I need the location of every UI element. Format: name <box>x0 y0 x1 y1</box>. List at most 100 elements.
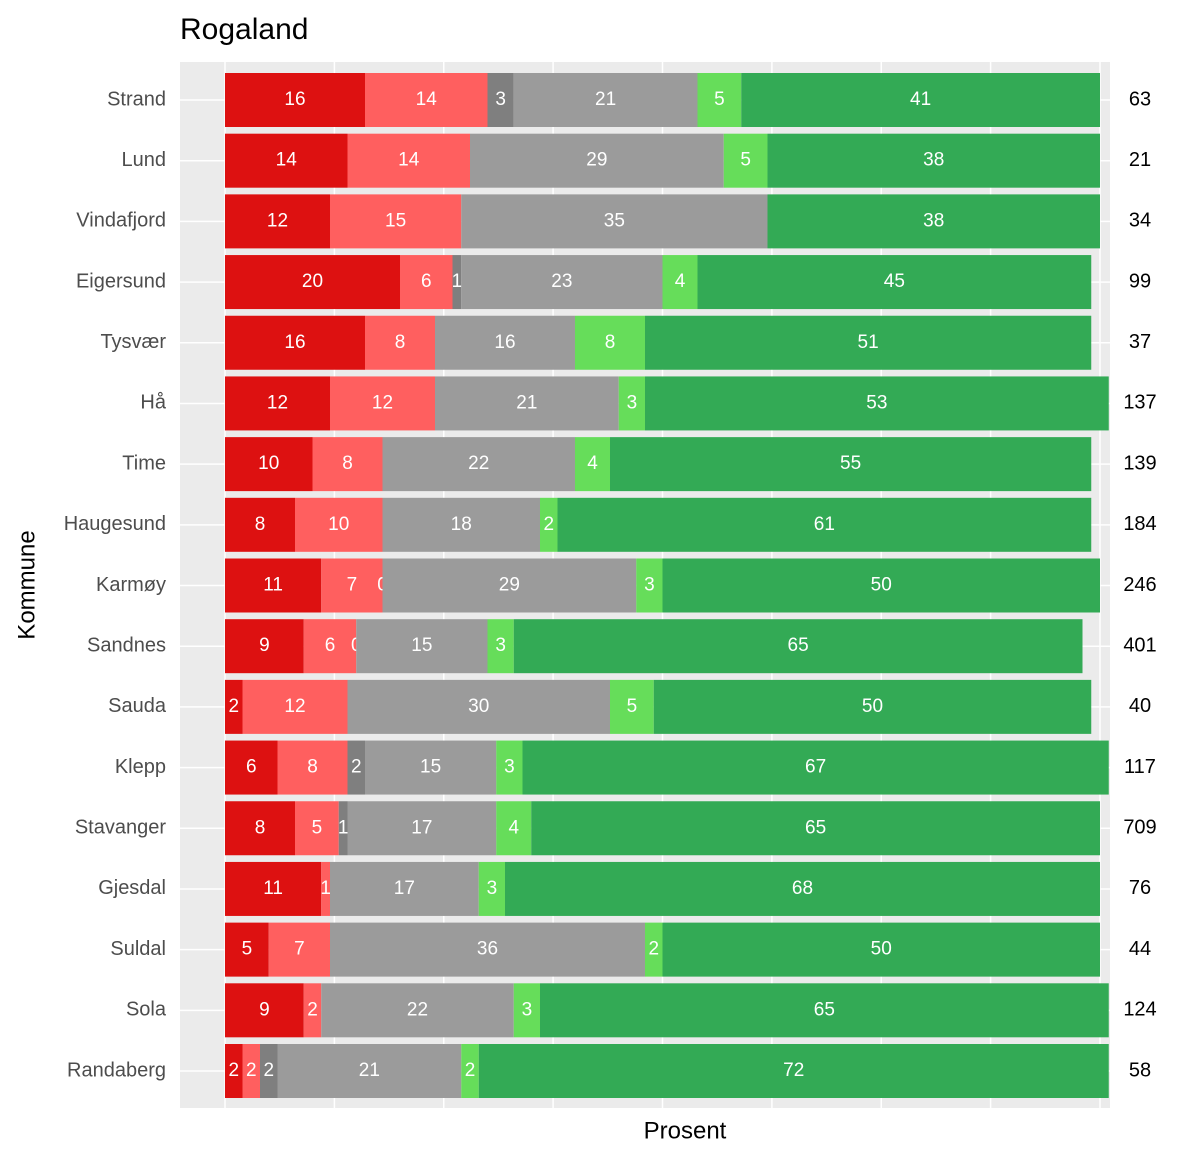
y-tick-label: Klepp <box>115 756 166 778</box>
value-label: 6 <box>325 635 336 656</box>
bar-segment <box>461 194 768 249</box>
y-tick-label: Eigersund <box>76 270 166 292</box>
total-label: 40 <box>1129 695 1151 717</box>
value-label: 23 <box>551 271 572 292</box>
bar-segment <box>303 983 322 1038</box>
value-label: 65 <box>805 817 826 838</box>
bar-segment <box>470 133 724 188</box>
bar-segment <box>575 315 645 370</box>
value-label: 22 <box>407 999 428 1020</box>
total-label: 246 <box>1123 574 1156 596</box>
value-label: 36 <box>477 939 498 960</box>
bar-segment <box>277 1044 462 1098</box>
value-label: 21 <box>516 392 537 413</box>
value-label: 5 <box>740 150 751 171</box>
value-label: 8 <box>395 332 406 353</box>
total-label: 709 <box>1123 817 1156 839</box>
value-label: 38 <box>923 150 944 171</box>
value-label: 14 <box>276 150 298 171</box>
value-label: 2 <box>246 1060 257 1081</box>
value-label: 2 <box>543 514 554 535</box>
bar-segment <box>347 679 610 734</box>
value-label: 12 <box>267 392 288 413</box>
bar-segment <box>225 558 322 613</box>
bar-segment <box>225 497 295 552</box>
value-label: 41 <box>910 89 931 110</box>
total-label: 44 <box>1129 938 1151 960</box>
bar-segment <box>225 1044 243 1098</box>
y-tick-label: Tysvær <box>100 331 166 353</box>
value-label: 15 <box>385 210 406 231</box>
value-label: 65 <box>814 999 835 1020</box>
value-label: 50 <box>862 696 883 717</box>
value-label: 8 <box>255 817 266 838</box>
bar-segment <box>225 133 348 188</box>
y-tick-label: Lund <box>122 149 167 171</box>
bar-segment <box>513 983 540 1038</box>
bar-segment <box>365 73 488 127</box>
value-label: 3 <box>627 392 638 413</box>
total-label: 63 <box>1129 88 1151 110</box>
y-tick-label: Hå <box>140 392 166 414</box>
value-label: 50 <box>871 939 892 960</box>
value-label: 17 <box>394 878 415 899</box>
bar-segment <box>618 376 645 431</box>
value-label: 17 <box>411 817 432 838</box>
value-label: 12 <box>284 696 305 717</box>
bar-segment <box>662 558 1100 613</box>
value-label: 6 <box>246 757 257 778</box>
bar-segment <box>330 922 645 977</box>
bar-segment <box>321 861 330 916</box>
bar-segment <box>767 194 1100 249</box>
value-label: 2 <box>263 1060 274 1081</box>
value-label: 2 <box>228 696 239 717</box>
value-label: 9 <box>259 635 270 656</box>
bar-segment <box>557 497 1092 552</box>
bar-segment <box>487 73 514 127</box>
bar-segment <box>268 922 330 977</box>
bar-segment <box>321 558 383 613</box>
bar-segment <box>225 619 304 674</box>
bar-segment <box>741 73 1100 127</box>
y-tick-label: Time <box>122 452 166 474</box>
y-tick-label: Haugesund <box>64 513 166 535</box>
value-label: 11 <box>263 575 283 596</box>
bar-segment <box>478 1044 1109 1098</box>
bar-segment <box>225 73 365 127</box>
value-label: 2 <box>307 999 318 1020</box>
value-label: 2 <box>465 1060 476 1081</box>
value-label: 50 <box>871 575 892 596</box>
value-label: 51 <box>858 332 879 353</box>
y-tick-label: Suldal <box>110 938 166 960</box>
total-label: 34 <box>1129 210 1151 232</box>
bar-segment <box>487 619 514 674</box>
bar-segment <box>645 376 1109 431</box>
value-label: 1 <box>338 817 349 838</box>
bar-segment <box>303 619 357 674</box>
value-label: 3 <box>495 635 506 656</box>
y-tick-label: Karmøy <box>96 574 166 596</box>
bar-segment <box>295 801 339 856</box>
bar-segment <box>225 922 269 977</box>
value-label: 67 <box>805 757 826 778</box>
value-label: 45 <box>884 271 905 292</box>
y-tick-label: Sandnes <box>87 634 166 656</box>
total-label: 37 <box>1129 331 1151 353</box>
value-label: 55 <box>840 453 861 474</box>
value-label: 15 <box>411 635 432 656</box>
bar-segment <box>513 619 1083 674</box>
value-label: 5 <box>627 696 638 717</box>
value-label: 61 <box>814 514 835 535</box>
bar-segment <box>382 558 637 613</box>
bar-segment <box>645 315 1092 370</box>
bar-segment <box>505 861 1100 916</box>
value-label: 6 <box>421 271 432 292</box>
value-label: 12 <box>372 392 393 413</box>
value-label: 7 <box>347 575 358 596</box>
value-label: 65 <box>788 635 809 656</box>
bar-segment <box>461 255 663 310</box>
bar-segment <box>575 437 610 492</box>
value-label: 4 <box>675 271 686 292</box>
value-label: 14 <box>416 89 438 110</box>
